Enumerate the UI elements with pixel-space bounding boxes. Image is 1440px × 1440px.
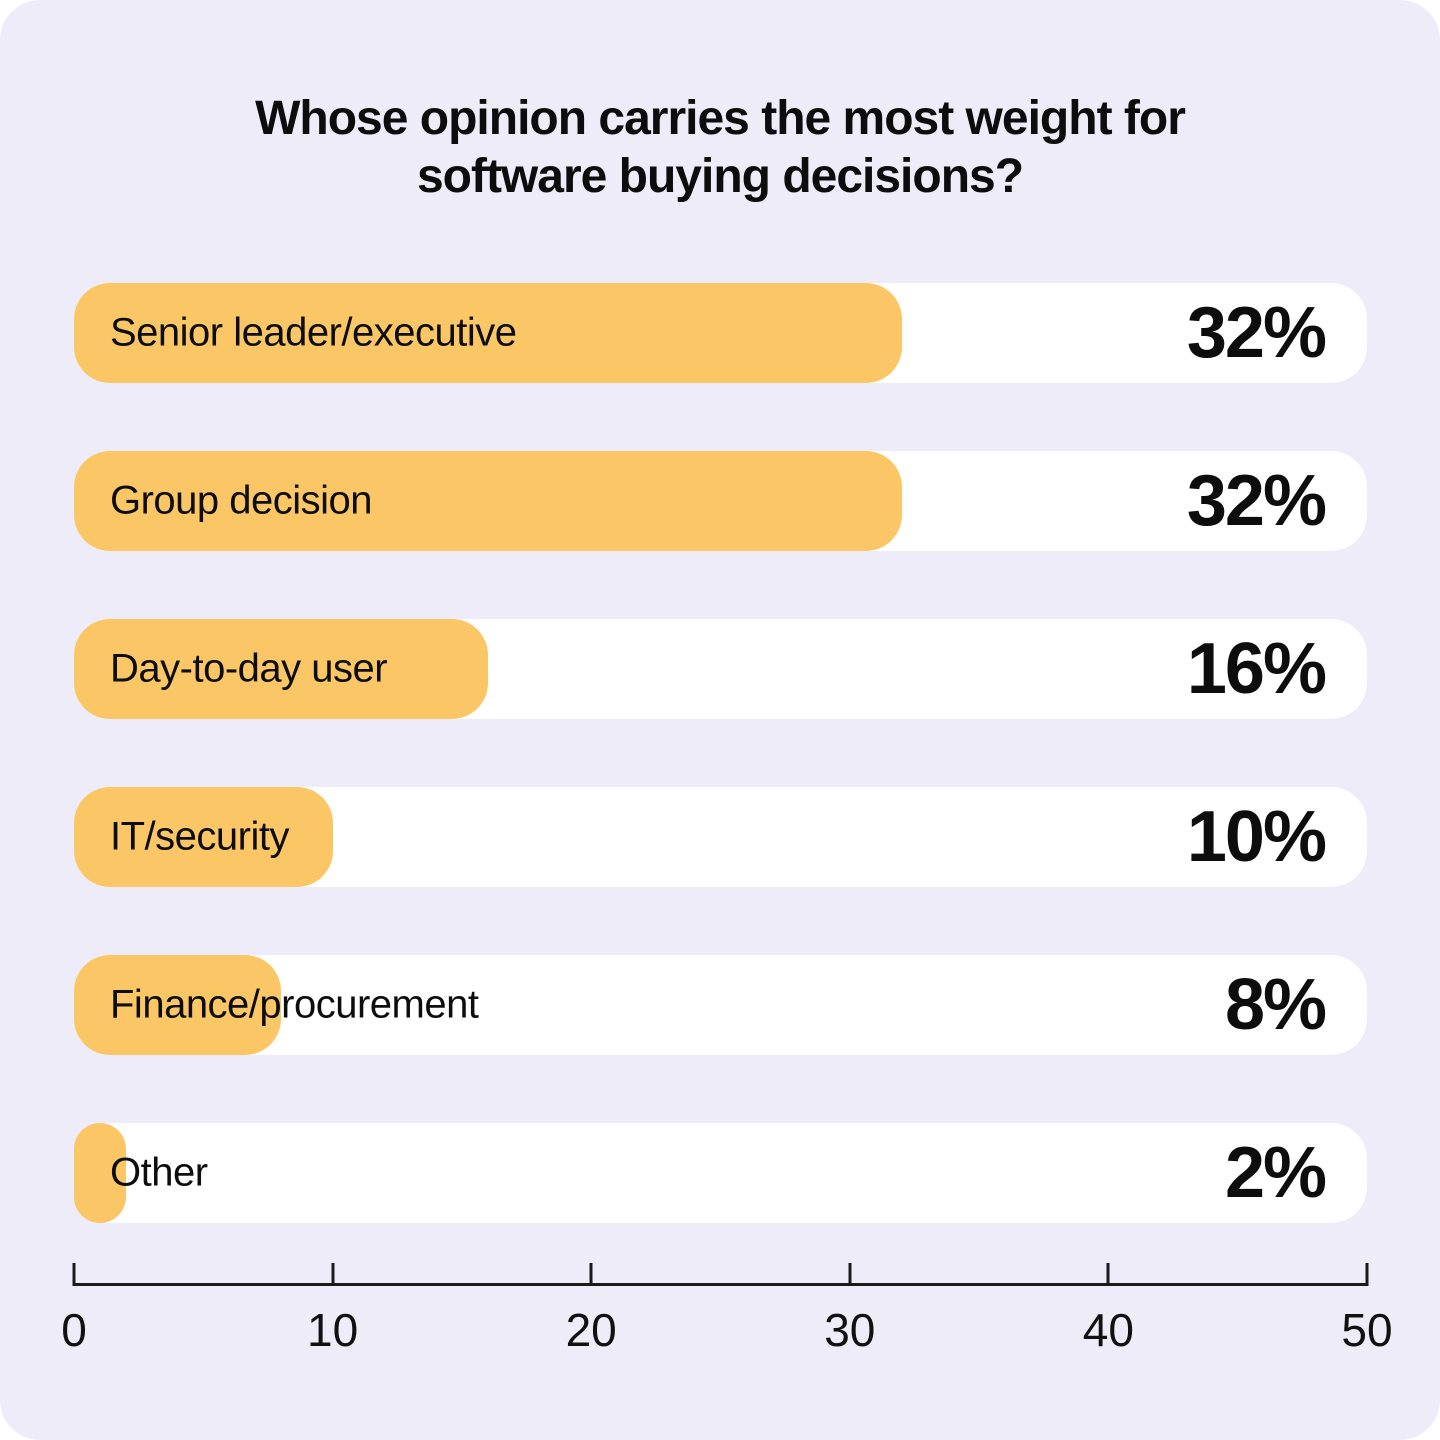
bar-value: 16% [1186,629,1327,709]
bar-label: Group decision [110,478,373,523]
bar-row: Senior leader/executive 32% [74,283,1367,383]
bar-fill [74,955,281,1055]
bar-label: Finance/procurement [110,982,479,1027]
bar-value: 8% [1224,965,1327,1045]
x-axis-tick-mark [589,1263,593,1286]
bar-track: Finance/procurement 8% [74,955,1367,1055]
x-axis-tick-label: 30 [824,1304,876,1356]
bar-value: 32% [1186,293,1327,373]
bar-label: IT/security [110,814,289,859]
bar-row: Day-to-day user 16% [74,619,1367,719]
x-axis: 0 10 20 30 40 50 [61,1263,1393,1373]
x-axis-tick-mark [331,1263,335,1286]
x-axis-tick-mark [1106,1263,1110,1286]
x-axis-tick-label: 0 [61,1304,87,1356]
x-axis-tick-label: 40 [1082,1304,1134,1356]
bar-label: Other [110,1150,208,1195]
x-axis-tick-mark [72,1263,76,1286]
bar-label: Senior leader/executive [110,310,517,355]
bar-label: Day-to-day user [110,646,388,691]
bar-row: Group decision 32% [74,451,1367,551]
bar-track: Day-to-day user 16% [74,619,1367,719]
bar-fill [74,451,902,551]
x-axis-tick-label: 20 [565,1304,617,1356]
bar-value: 10% [1186,797,1327,877]
bar-value: 32% [1186,461,1327,541]
x-axis-line [74,1283,1367,1286]
bar-fill [74,283,902,383]
bar-rows: Senior leader/executive 32% Group decisi… [74,283,1367,1291]
bar-fill [74,619,488,719]
x-axis-tick-label: 10 [307,1304,359,1356]
x-axis-tick-mark [1365,1263,1369,1286]
bar-row: Other 2% [74,1123,1367,1223]
bar-fill [74,787,333,887]
bar-row: Finance/procurement 8% [74,955,1367,1055]
bar-track: Other 2% [74,1123,1367,1223]
bar-row: IT/security 10% [74,787,1367,887]
bar-track: IT/security 10% [74,787,1367,887]
bar-track: Senior leader/executive 32% [74,283,1367,383]
x-axis-tick-label: 50 [1341,1304,1393,1356]
bar-fill [74,1123,126,1223]
bar-value: 2% [1224,1133,1327,1213]
x-axis-tick-mark [848,1263,852,1286]
chart-title: Whose opinion carries the most weight fo… [255,92,1186,203]
bar-track: Group decision 32% [74,451,1367,551]
